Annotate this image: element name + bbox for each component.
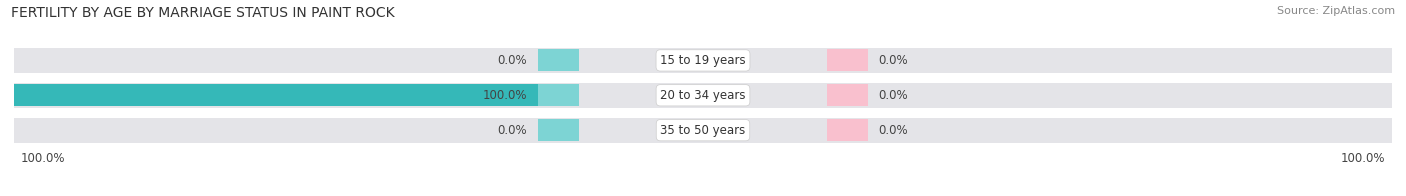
Bar: [14, 48, 1392, 73]
Bar: [827, 84, 869, 106]
Bar: [827, 119, 869, 141]
Bar: [537, 49, 579, 72]
Text: 15 to 19 years: 15 to 19 years: [661, 54, 745, 67]
Text: 20 to 34 years: 20 to 34 years: [661, 89, 745, 102]
Bar: [14, 84, 579, 106]
Bar: [827, 49, 869, 72]
Text: 0.0%: 0.0%: [879, 124, 908, 137]
Bar: [14, 83, 1392, 108]
Bar: [537, 119, 579, 141]
Text: Source: ZipAtlas.com: Source: ZipAtlas.com: [1277, 6, 1395, 16]
Text: 0.0%: 0.0%: [879, 54, 908, 67]
Text: 0.0%: 0.0%: [879, 89, 908, 102]
Text: 0.0%: 0.0%: [498, 54, 527, 67]
Bar: [537, 84, 579, 106]
Text: FERTILITY BY AGE BY MARRIAGE STATUS IN PAINT ROCK: FERTILITY BY AGE BY MARRIAGE STATUS IN P…: [11, 6, 395, 20]
Text: 35 to 50 years: 35 to 50 years: [661, 124, 745, 137]
Text: 100.0%: 100.0%: [482, 89, 527, 102]
Text: 100.0%: 100.0%: [21, 152, 66, 165]
Text: 0.0%: 0.0%: [498, 124, 527, 137]
Text: 100.0%: 100.0%: [1340, 152, 1385, 165]
Bar: [14, 118, 1392, 143]
